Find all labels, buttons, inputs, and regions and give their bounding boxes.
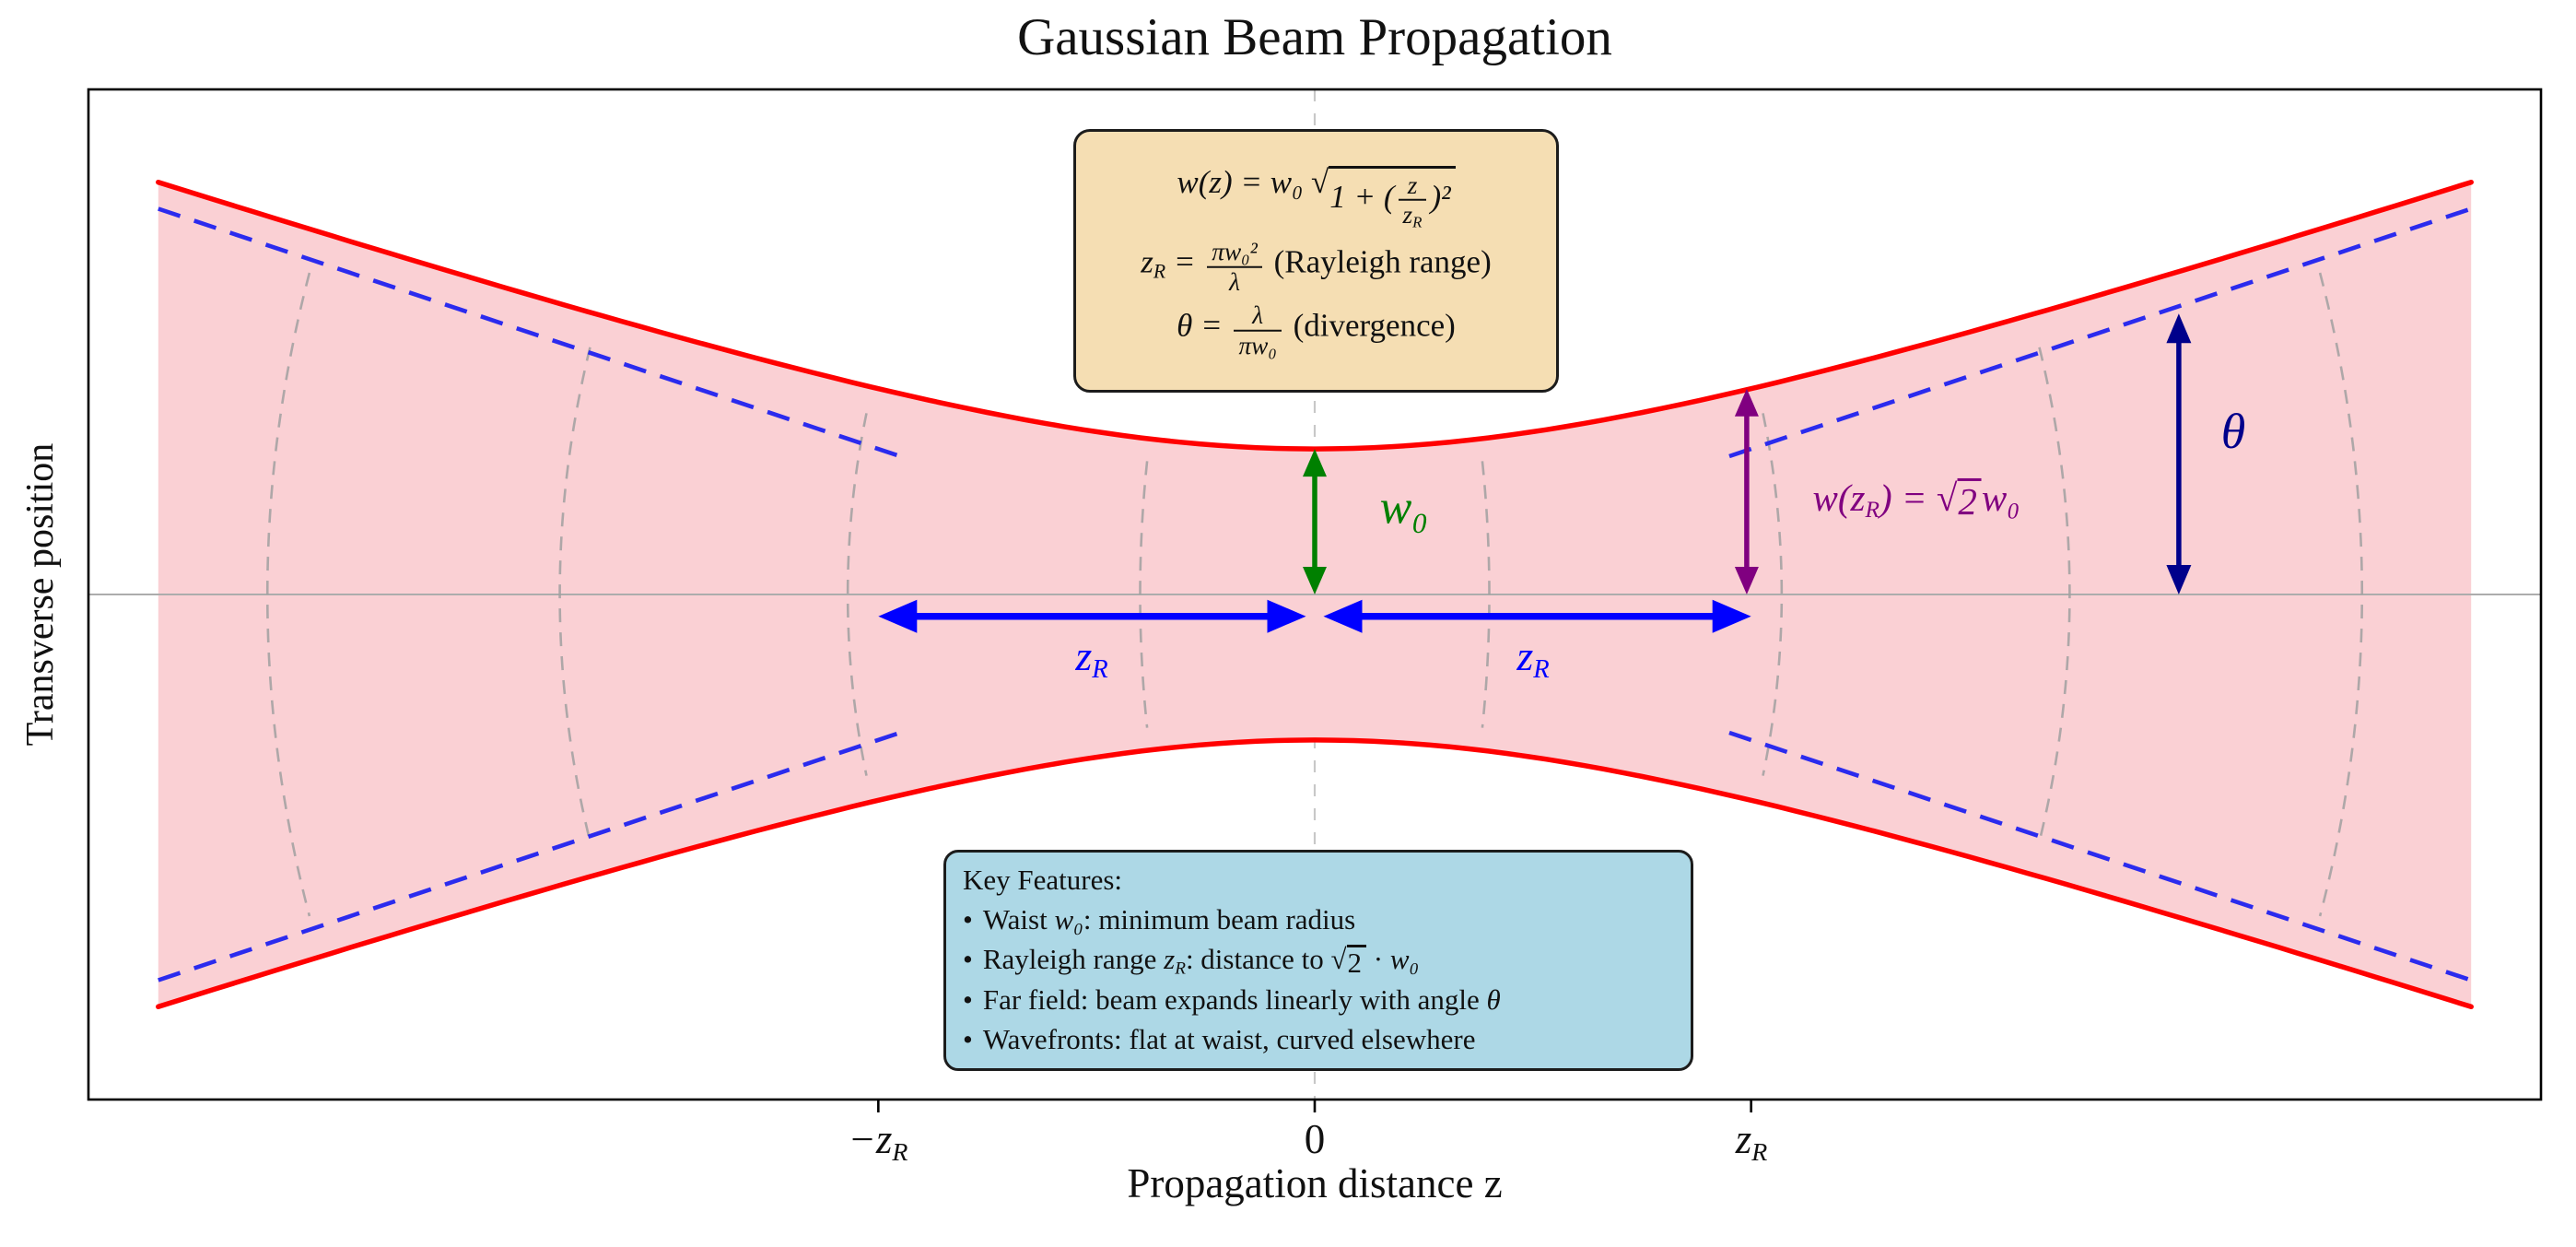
divergence-theta-arrow-head — [2166, 313, 2192, 344]
x-tick-positive-zR: zR — [1735, 1116, 1768, 1167]
wavefront-arc — [1481, 461, 1491, 728]
waist-w0-arrow-head — [1303, 567, 1327, 594]
asymptote-dashed-line — [158, 730, 901, 982]
wavefront-arc — [846, 413, 868, 776]
x-tick-negative-zR: −zR — [848, 1116, 908, 1167]
key-features-box: Key Features: • Waist w₀: minimum beam r… — [943, 850, 1693, 1071]
feature-item-text: Waist w₀: minimum beam radius — [982, 902, 1356, 935]
wavefront-arc — [2038, 347, 2071, 842]
waist-w0-label: w₀ — [1379, 481, 1429, 535]
formula-rayleigh-range: zR = πw₀² λ (Rayleigh range) — [1141, 237, 1492, 296]
bullet-icon: • — [963, 902, 973, 935]
wavefront-arc — [266, 272, 311, 917]
wavefront-arc — [2318, 272, 2363, 917]
formula-divergence: θ = λ πw₀ (divergence) — [1177, 300, 1456, 359]
feature-item-text: Rayleigh range zR: distance to √ 2 · w₀ — [982, 942, 1420, 979]
wavefront-arc — [558, 347, 591, 842]
x-tick-zero: 0 — [1304, 1116, 1326, 1162]
feature-item-text: Far field: beam expands linearly with an… — [982, 983, 1501, 1017]
asymptote-dashed-line — [1728, 206, 2472, 459]
wavefront-arc — [1139, 461, 1149, 728]
width-at-zR-arrow-head — [1734, 567, 1759, 594]
rayleigh-left-arrow-head — [878, 599, 918, 633]
feature-item-text: Wavefronts: flat at waist, curved elsewh… — [982, 1023, 1476, 1056]
width-at-zR-arrow-head — [1734, 388, 1759, 417]
width-at-zR-label: w(zR) = √ 2 w₀ — [1812, 476, 2020, 524]
rayleigh-right-label: zR — [1516, 632, 1550, 684]
asymptote-dashed-line — [158, 206, 901, 459]
divergence-theta-arrow-head — [2166, 565, 2192, 594]
wavefront-arc — [1762, 413, 1784, 776]
asymptote-dashed-line — [1728, 730, 2472, 982]
feature-item-waist: • Waist w₀: minimum beam radius — [963, 900, 1674, 940]
formula-box: w(z) = w₀ √ 1 + (z zR)² zR = πw₀² λ (Raylei… — [1073, 129, 1559, 393]
rayleigh-left-label: zR — [1075, 632, 1108, 684]
feature-item-wavefronts: • Wavefronts: flat at waist, curved else… — [963, 1020, 1674, 1060]
chart-title: Gaussian Beam Propagation — [1017, 8, 1612, 66]
formula-beam-width: w(z) = w₀ √ 1 + (z zR)² — [1177, 164, 1456, 231]
rayleigh-right-arrow-head — [1323, 599, 1363, 633]
key-features-heading: Key Features: — [963, 864, 1123, 896]
feature-item-rayleigh: • Rayleigh range zR: distance to √ 2 · w₀ — [963, 940, 1674, 982]
rayleigh-right-arrow-head — [1712, 599, 1751, 633]
divergence-theta-label: θ — [2220, 404, 2246, 459]
rayleigh-left-arrow-head — [1267, 599, 1306, 633]
bullet-icon: • — [963, 942, 973, 975]
y-axis-label: Transverse position — [19, 442, 62, 747]
feature-item-far-field: • Far field: beam expands linearly with … — [963, 981, 1674, 1020]
x-axis-label: Propagation distance z — [1127, 1160, 1503, 1206]
waist-w0-arrow-head — [1303, 449, 1327, 477]
bullet-icon: • — [963, 983, 973, 1017]
bullet-icon: • — [963, 1023, 973, 1056]
beam-envelope-bottom — [156, 737, 2474, 1010]
